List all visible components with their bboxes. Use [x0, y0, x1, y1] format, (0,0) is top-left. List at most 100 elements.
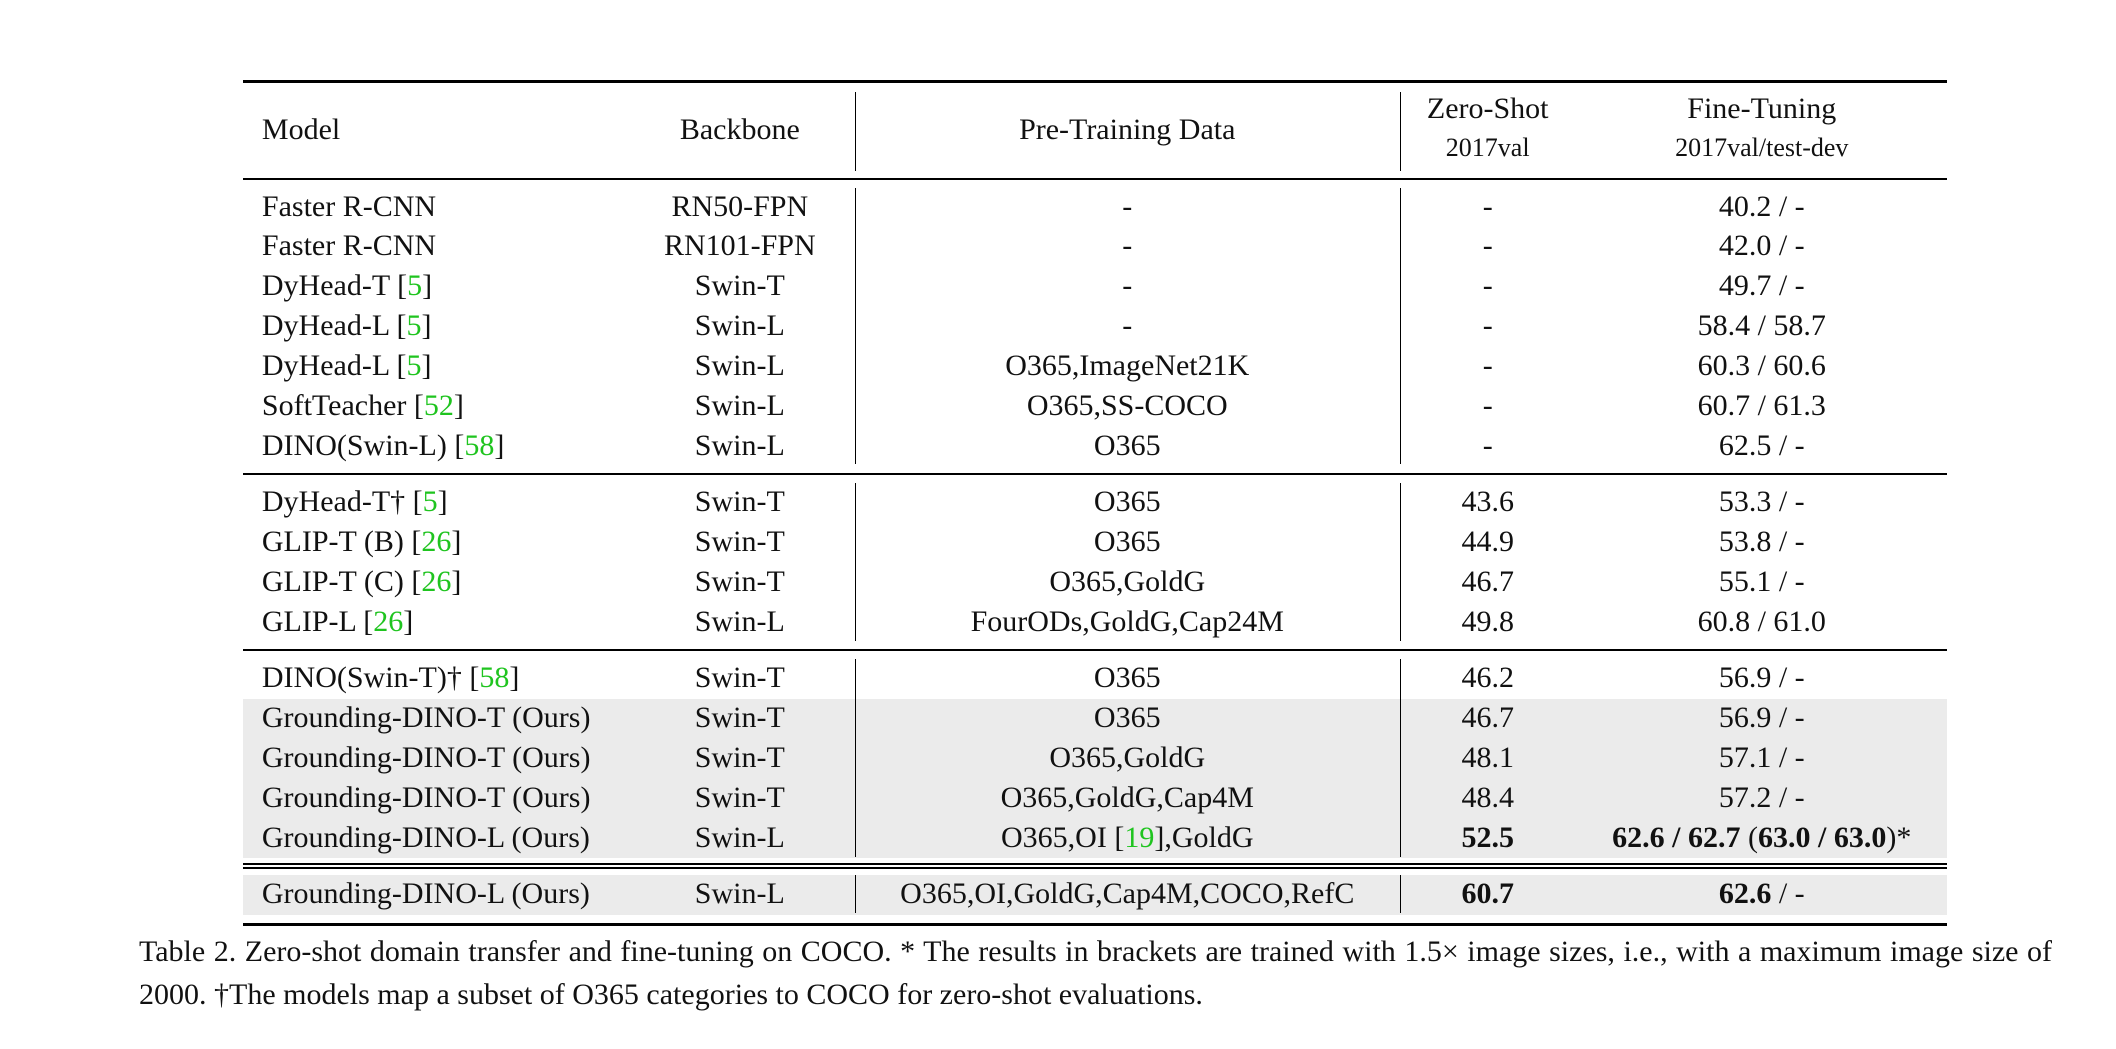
table-cell: O365,GoldG,Cap4M [1000, 780, 1254, 814]
table-cell: 56.9 / - [1718, 701, 1805, 735]
text-segment: 5 [406, 348, 422, 382]
table-cell: RN50-FPN [671, 189, 809, 223]
header-cell: 2017val/test-dev [1675, 132, 1849, 162]
table-cell: Swin-T [694, 780, 785, 814]
text-segment: 58 [479, 661, 510, 695]
table-cell: Swin-L [694, 820, 785, 854]
table-cell: - [1122, 309, 1133, 343]
table-cell: 46.2 [1461, 661, 1514, 695]
text-segment: ] [403, 604, 414, 638]
table-cell: 44.9 [1461, 525, 1514, 559]
table-cell: - [1482, 309, 1493, 343]
table-cell: Faster R-CNN [261, 229, 437, 263]
text-segment: 62.6 [1718, 877, 1772, 911]
table-cell: Swin-L [694, 388, 785, 422]
text-segment: ] [437, 485, 448, 519]
table-cell: 52.5 [1461, 820, 1514, 854]
table-cell: 53.8 / - [1718, 525, 1805, 559]
table-cell: 62.5 / - [1718, 428, 1805, 462]
text-segment: ] [422, 269, 433, 303]
text-segment: ] [421, 309, 432, 343]
column-rule [1399, 483, 1402, 641]
text-segment: 5 [422, 485, 438, 519]
table-cell: 57.2 / - [1718, 780, 1805, 814]
table-cell: 48.4 [1461, 780, 1514, 814]
text-segment: ] [453, 388, 464, 422]
row-highlight [243, 738, 1947, 779]
table-cell: DyHead-T [5] [262, 271, 432, 301]
table-cell: Swin-L [694, 428, 785, 462]
table-cell: DyHead-T† [5] [262, 487, 448, 517]
rule [243, 863, 1947, 866]
table-cell: O365 [1093, 661, 1161, 695]
rule [243, 867, 1947, 870]
rule [243, 177, 1947, 180]
table-cell: O365 [1093, 701, 1161, 735]
column-rule [1399, 875, 1402, 914]
table-cell: O365,ImageNet21K [1005, 348, 1250, 382]
header-cell: 2017val [1445, 132, 1530, 162]
text-segment: )* [1886, 820, 1912, 854]
column-rule [854, 187, 857, 465]
header-cell: Pre-Training Data [1019, 112, 1236, 146]
rule [243, 80, 1947, 83]
table-cell: RN101-FPN [663, 229, 816, 263]
table-cell: GLIP-T (C) [26] [261, 564, 461, 598]
column-rule [1399, 659, 1402, 857]
table-cell: Swin-T [694, 564, 785, 598]
table-cell: - [1482, 269, 1493, 303]
table-cell: 62.6 / 62.7 (63.0 / 63.0)* [1612, 820, 1912, 854]
row-highlight [243, 698, 1947, 739]
table-cell: O365,OI [19],GoldG [1001, 820, 1253, 854]
table-cell: 58.4 / 58.7 [1697, 309, 1826, 343]
table-cell: 56.9 / - [1718, 661, 1805, 695]
text-segment: SoftTeacher [ [261, 388, 424, 422]
text-segment: DINO(Swin-T)† [ [261, 661, 480, 695]
table-cell: Swin-T [694, 269, 785, 303]
header-cell: Fine-Tuning [1687, 92, 1837, 126]
text-segment: GLIP-T (C) [ [261, 564, 422, 598]
table-cell: DyHead-L [5] [262, 311, 432, 341]
table-cell: Swin-T [694, 485, 785, 519]
text-segment: DyHead-T† [ [261, 485, 423, 519]
row-highlight [243, 818, 1947, 858]
table-cell: Swin-T [694, 661, 785, 695]
table-cell: DINO(Swin-L) [58] [262, 428, 504, 462]
table-cell: GLIP-T (B) [26] [262, 527, 461, 557]
table-cell: GLIP-L [26] [261, 604, 414, 638]
table-cell: O365,SS-COCO [1026, 388, 1228, 422]
text-segment: 19 [1124, 820, 1155, 854]
text-segment: 26 [421, 525, 452, 559]
text-segment: 52.5 [1461, 820, 1514, 854]
table-cell: DyHead-L [5] [261, 348, 432, 382]
text-segment: GLIP-T (B) [ [261, 525, 422, 559]
column-rule [1399, 91, 1402, 172]
table-cell: 46.7 [1461, 701, 1514, 735]
table-cell: O365 [1093, 428, 1161, 462]
text-segment: 26 [373, 604, 404, 638]
table-cell: - [1122, 269, 1133, 303]
table-cell: 60.7 / 61.3 [1697, 388, 1826, 422]
rule [243, 649, 1947, 652]
header-cell: Backbone [679, 112, 800, 146]
row-highlight [243, 874, 1947, 915]
text-segment: 60.7 [1461, 877, 1514, 911]
table-cell: 46.7 [1461, 564, 1514, 598]
table-cell: - [1482, 348, 1493, 382]
text-segment: GLIP-L [ [261, 604, 374, 638]
text-segment: 5 [407, 269, 423, 303]
table-cell: 60.3 / 60.6 [1697, 348, 1826, 382]
table-cell: 60.8 / 61.0 [1697, 604, 1826, 638]
text-segment: DyHead-L [ [261, 348, 407, 382]
text-segment: 26 [421, 564, 452, 598]
table-cell: Grounding-DINO-T (Ours) [261, 780, 591, 814]
text-segment: 58 [464, 428, 495, 462]
table-cell: Swin-L [694, 877, 785, 911]
table-cell: O365,GoldG [1049, 564, 1206, 598]
rule [243, 923, 1947, 926]
table-cell: - [1482, 428, 1493, 462]
column-rule [1399, 187, 1402, 465]
table-cell: Grounding-DINO-L (Ours) [261, 877, 590, 911]
column-rule [854, 875, 857, 914]
text-segment: DyHead-T [ [261, 269, 408, 303]
